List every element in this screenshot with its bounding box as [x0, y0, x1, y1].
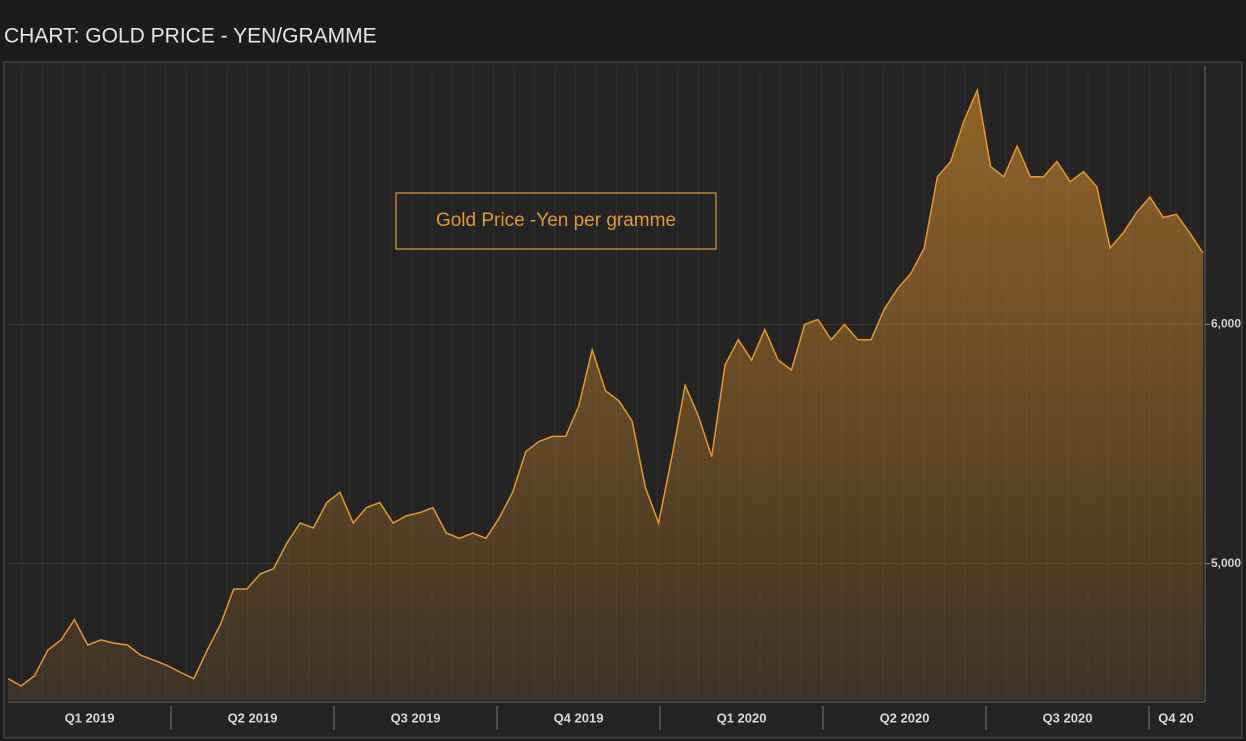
- y-tick-label: 6,000: [1211, 317, 1241, 331]
- y-tick-label: 5,000: [1211, 556, 1241, 570]
- x-tick-label: Q1 2020: [717, 710, 767, 725]
- x-tick-label: Q2 2019: [228, 710, 278, 725]
- x-tick-label: Q3 2019: [391, 710, 441, 725]
- x-tick-label: Q2 2020: [880, 710, 930, 725]
- x-tick-label: Q4 20: [1158, 710, 1193, 725]
- area-fill: [8, 90, 1203, 700]
- chart-title: CHART: GOLD PRICE - YEN/GRAMME: [4, 25, 377, 48]
- x-tick-label: Q1 2019: [65, 710, 115, 725]
- x-tick-label: Q4 2019: [554, 710, 604, 725]
- annotation: Gold Price -Yen per gramme: [436, 210, 676, 231]
- x-tick-label: Q3 2020: [1043, 710, 1093, 725]
- price-line: [7, 87, 1204, 687]
- annotation-box: [395, 192, 717, 250]
